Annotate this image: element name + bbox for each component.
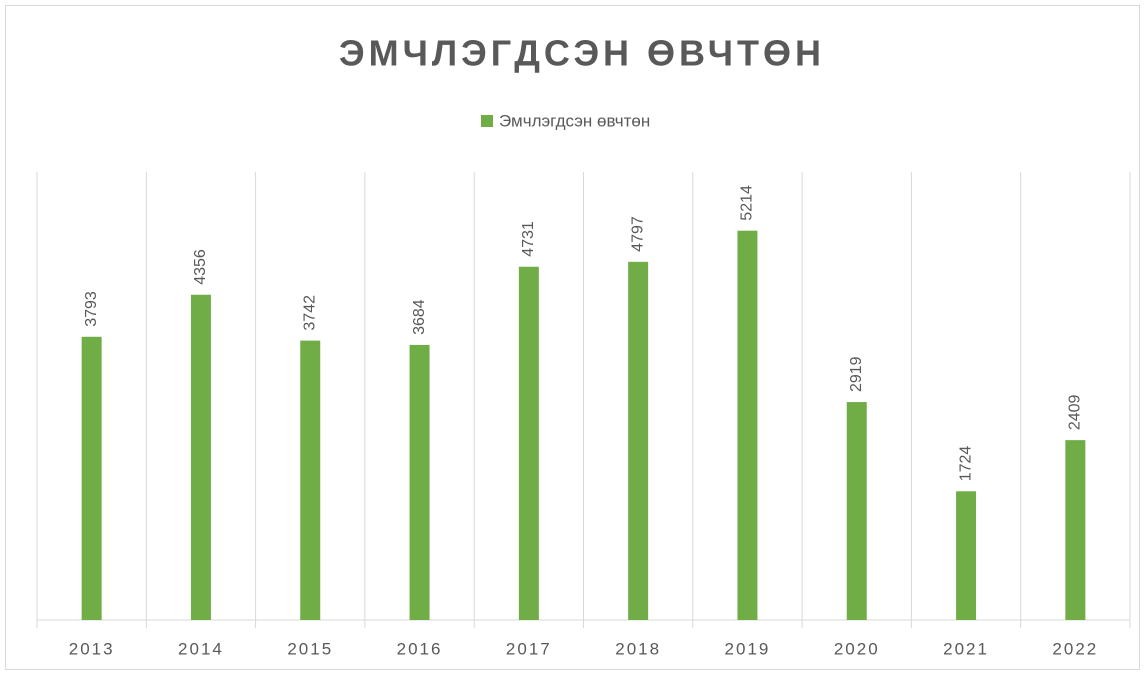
bar (409, 344, 430, 620)
data-label: 4356 (192, 249, 209, 285)
x-tick-label: 2018 (615, 639, 661, 658)
bar (956, 491, 977, 620)
data-label: 5214 (739, 185, 756, 221)
x-tick-label: 2021 (943, 639, 989, 658)
x-tick-label: 2020 (834, 639, 880, 658)
bar (518, 266, 539, 620)
bar (846, 402, 867, 620)
x-tick-label: 2013 (69, 639, 115, 658)
data-label: 3742 (301, 295, 318, 331)
data-label: 3793 (83, 291, 100, 327)
data-label: 4731 (520, 221, 537, 257)
legend-label: Эмчлэгдсэн өвчтөн (499, 111, 650, 130)
x-tick-label: 2015 (287, 639, 333, 658)
data-label: 2919 (848, 356, 865, 392)
x-tick-label: 2014 (178, 639, 224, 658)
legend-swatch (481, 115, 493, 127)
data-label: 4797 (629, 216, 646, 252)
bar (81, 336, 102, 620)
x-tick-label: 2017 (506, 639, 552, 658)
bar (1065, 440, 1086, 620)
bar (300, 340, 321, 620)
x-tick-label: 2019 (725, 639, 771, 658)
chart-title: ЭМЧЛЭГДСЭН ӨВЧТӨН (339, 33, 825, 74)
x-tick-label: 2022 (1052, 639, 1098, 658)
bar (190, 294, 211, 620)
data-label: 2409 (1067, 394, 1084, 430)
bar (737, 230, 758, 621)
data-label: 1724 (957, 446, 974, 482)
data-label: 3684 (411, 299, 428, 335)
bar (628, 261, 649, 620)
x-tick-label: 2016 (397, 639, 443, 658)
